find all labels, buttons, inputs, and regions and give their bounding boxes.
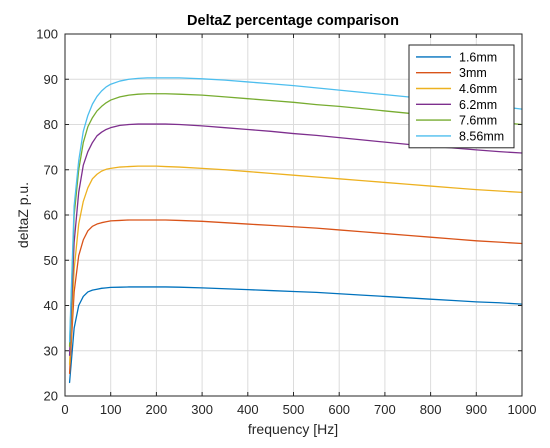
y-tick-label-8: 100 [36,27,58,42]
series-line-1.6mm [68,286,523,384]
x-tick-label-8: 800 [420,402,442,417]
x-tick-label-0: 0 [61,402,68,417]
legend-label-1: 3mm [459,66,487,80]
axis-tick-labels: 0 100 200 300 400 500 600 700 800 900 1000 20 30 40 50… [36,27,536,418]
x-tick-label-10: 1000 [508,402,537,417]
x-tick-label-1: 100 [100,402,122,417]
legend-label-4: 7.6mm [459,114,497,128]
y-tick-label-4: 60 [44,208,58,223]
y-tick-label-6: 80 [44,117,58,132]
x-tick-label-7: 700 [374,402,396,417]
chart-title: DeltaZ percentage comparison [187,13,399,29]
x-tick-label-5: 500 [283,402,305,417]
y-axis-label: deltaZ p.u. [15,182,31,248]
series-line-8.56mm [68,77,523,343]
series-line-7.6mm [68,93,523,347]
series-group [68,77,523,384]
legend-label-3: 6.2mm [459,98,497,112]
series-line-3mm [68,219,523,375]
legend-label-0: 1.6mm [459,50,497,64]
y-tick-label-3: 50 [44,253,58,268]
y-tick-label-2: 40 [44,298,58,313]
y-tick-label-7: 90 [44,72,58,87]
legend-label-5: 8.56mm [459,129,504,143]
series-line-6.2mm [68,123,523,356]
legend-box [408,44,515,149]
x-axis-label: frequency [Hz] [248,421,338,437]
y-tick-label-0: 20 [44,389,58,404]
x-tick-label-2: 200 [146,402,168,417]
series-line-4.6mm [68,165,523,365]
x-tick-label-6: 600 [328,402,350,417]
x-tick-label-3: 300 [191,402,213,417]
axis-ticks [64,33,523,397]
y-tick-label-1: 30 [44,343,58,358]
y-tick-label-5: 70 [44,162,58,177]
x-tick-label-9: 900 [465,402,487,417]
legend-label-2: 4.6mm [459,82,497,96]
x-tick-label-4: 400 [237,402,259,417]
